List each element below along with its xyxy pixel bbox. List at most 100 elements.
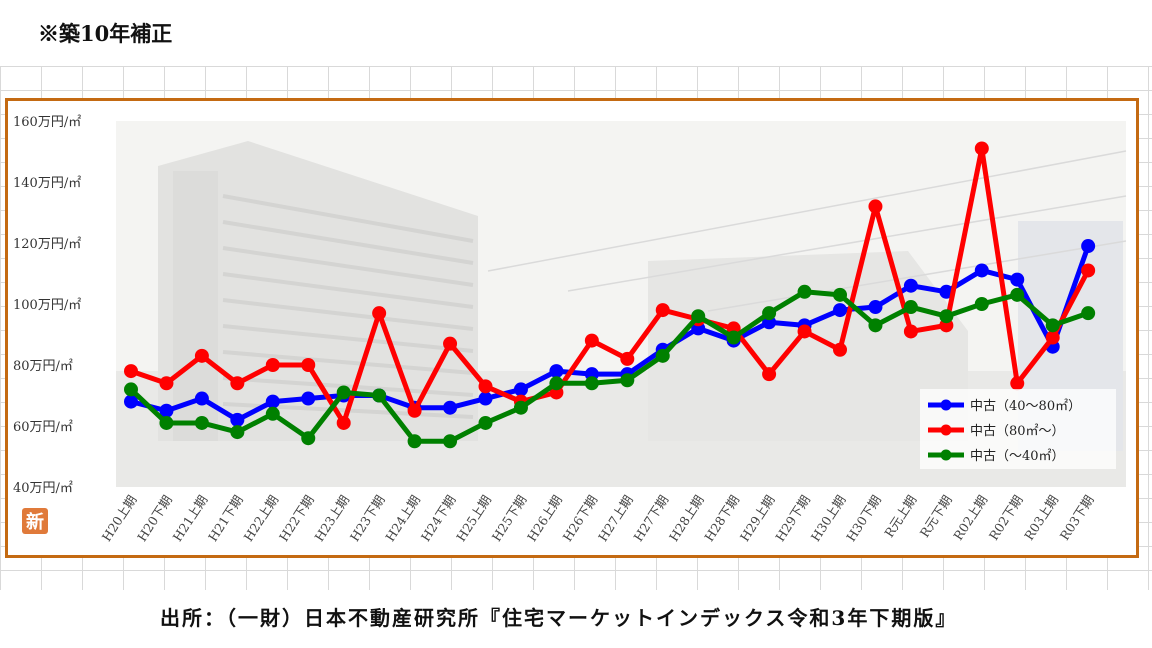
data-point-series-1 bbox=[513, 382, 528, 397]
legend-label-2: 中古（80㎡～） bbox=[970, 424, 1065, 439]
data-point-series-2 bbox=[194, 348, 209, 363]
data-point-series-3 bbox=[833, 287, 847, 302]
data-point-series-2 bbox=[903, 324, 918, 339]
data-point-series-3 bbox=[194, 415, 209, 430]
x-tick-label: R03下期 bbox=[1057, 492, 1097, 542]
data-point-series-2 bbox=[584, 333, 599, 348]
data-point-series-2 bbox=[124, 364, 138, 379]
data-point-series-3 bbox=[974, 297, 989, 311]
data-point-series-3 bbox=[620, 373, 635, 388]
x-tick-label: R02下期 bbox=[986, 492, 1026, 542]
data-point-series-2 bbox=[974, 141, 989, 156]
data-point-series-1 bbox=[549, 364, 564, 379]
backdrop-floor bbox=[222, 350, 474, 375]
data-point-series-2 bbox=[407, 403, 422, 418]
data-point-series-3 bbox=[1081, 306, 1096, 321]
legend-label-3: 中古（～40㎡） bbox=[970, 449, 1065, 464]
y-tick-label: 60万円/㎡ bbox=[13, 420, 73, 435]
backdrop-floor bbox=[222, 272, 474, 309]
data-point-series-2 bbox=[1010, 376, 1025, 391]
backdrop-wire bbox=[567, 195, 1127, 292]
chart-frame: 40万円/㎡ 60万円/㎡ 80万円/㎡ 100万円/㎡ 120万円/㎡ 140万円/㎡ 1… bbox=[5, 98, 1139, 558]
data-point-series-3 bbox=[1045, 318, 1060, 333]
data-point-series-1 bbox=[265, 394, 280, 409]
series-line-1 bbox=[130, 245, 1091, 423]
legend-marker-3 bbox=[940, 449, 952, 461]
data-point-series-3 bbox=[336, 385, 351, 400]
data-point-series-3 bbox=[726, 330, 741, 345]
badge-icon bbox=[22, 508, 48, 534]
data-point-series-1 bbox=[974, 263, 989, 278]
data-point-series-3 bbox=[691, 309, 706, 324]
legend-marker-2 bbox=[940, 424, 952, 436]
data-point-series-2 bbox=[159, 376, 174, 391]
y-tick-label: 40万円/㎡ bbox=[13, 481, 73, 496]
data-point-series-3 bbox=[265, 406, 280, 421]
data-point-series-1 bbox=[478, 391, 493, 406]
backdrop-floor bbox=[222, 376, 474, 397]
data-point-series-3 bbox=[655, 348, 670, 363]
data-point-series-2 bbox=[833, 342, 847, 357]
data-point-series-1 bbox=[230, 412, 245, 427]
data-point-series-3 bbox=[1010, 287, 1025, 302]
backdrop-wire bbox=[487, 150, 1127, 272]
data-point-series-1 bbox=[1081, 239, 1096, 254]
legend-marker-1 bbox=[940, 399, 952, 411]
line-chart: 40万円/㎡ 60万円/㎡ 80万円/㎡ 100万円/㎡ 120万円/㎡ 140万円/㎡ 1… bbox=[13, 115, 1127, 544]
data-point-series-1 bbox=[159, 403, 174, 418]
data-point-series-2 bbox=[868, 199, 883, 214]
data-point-series-3 bbox=[939, 309, 954, 324]
y-tick-label: 160万円/㎡ bbox=[13, 115, 81, 130]
data-point-series-1 bbox=[443, 400, 458, 415]
data-point-series-1 bbox=[833, 303, 847, 318]
data-point-series-2 bbox=[336, 415, 351, 430]
data-point-series-2 bbox=[655, 303, 670, 318]
data-point-series-2 bbox=[1081, 263, 1096, 278]
x-tick-label: H30下期 bbox=[843, 492, 884, 544]
x-tick-label: R03上期 bbox=[1021, 492, 1061, 542]
legend-label-1: 中古（40～80㎡） bbox=[970, 399, 1081, 414]
header-note: ※築10年補正 bbox=[38, 21, 173, 46]
data-point-series-2 bbox=[443, 336, 458, 351]
data-point-series-3 bbox=[372, 388, 387, 403]
data-point-series-2 bbox=[265, 358, 280, 372]
y-tick-label: 120万円/㎡ bbox=[13, 237, 81, 252]
data-point-series-2 bbox=[797, 324, 812, 339]
series-line-2 bbox=[130, 145, 1091, 426]
data-point-series-2 bbox=[478, 379, 493, 394]
data-point-series-3 bbox=[124, 382, 138, 397]
data-point-series-3 bbox=[549, 376, 564, 391]
data-point-series-2 bbox=[620, 351, 635, 366]
data-point-series-1 bbox=[194, 391, 209, 406]
y-tick-label: 140万円/㎡ bbox=[13, 176, 81, 191]
x-tick-label: R元上期 bbox=[881, 492, 919, 540]
data-point-series-1 bbox=[124, 394, 138, 409]
footer-band bbox=[0, 590, 1152, 648]
data-point-series-3 bbox=[159, 415, 174, 430]
data-point-series-3 bbox=[868, 318, 883, 333]
badge-label: 新 bbox=[26, 511, 44, 533]
data-point-series-3 bbox=[584, 376, 599, 391]
series-line-3 bbox=[129, 289, 1089, 444]
data-point-series-2 bbox=[1045, 330, 1060, 345]
data-point-series-2 bbox=[762, 367, 777, 382]
x-tick-label: R02上期 bbox=[950, 492, 990, 542]
data-point-series-3 bbox=[903, 300, 918, 315]
top-strip bbox=[0, 0, 1152, 66]
data-point-series-3 bbox=[301, 431, 316, 446]
data-point-series-1 bbox=[301, 391, 316, 406]
data-point-series-1 bbox=[903, 278, 918, 293]
x-tick-label: R元下期 bbox=[917, 492, 955, 540]
data-point-series-2 bbox=[301, 358, 316, 372]
data-point-series-3 bbox=[797, 284, 812, 299]
backdrop-floor bbox=[222, 298, 474, 331]
y-tick-label: 80万円/㎡ bbox=[13, 359, 73, 374]
data-point-series-3 bbox=[513, 400, 528, 415]
data-point-series-3 bbox=[762, 306, 777, 321]
backdrop-wire bbox=[707, 240, 1127, 312]
data-point-series-3 bbox=[230, 425, 245, 440]
data-point-series-1 bbox=[868, 300, 883, 315]
data-point-series-1 bbox=[1010, 272, 1025, 287]
data-point-series-2 bbox=[230, 376, 245, 391]
source-note: 出所：（一財）日本不動産研究所『住宅マーケットインデックス令和3年下期版』 bbox=[160, 606, 958, 630]
